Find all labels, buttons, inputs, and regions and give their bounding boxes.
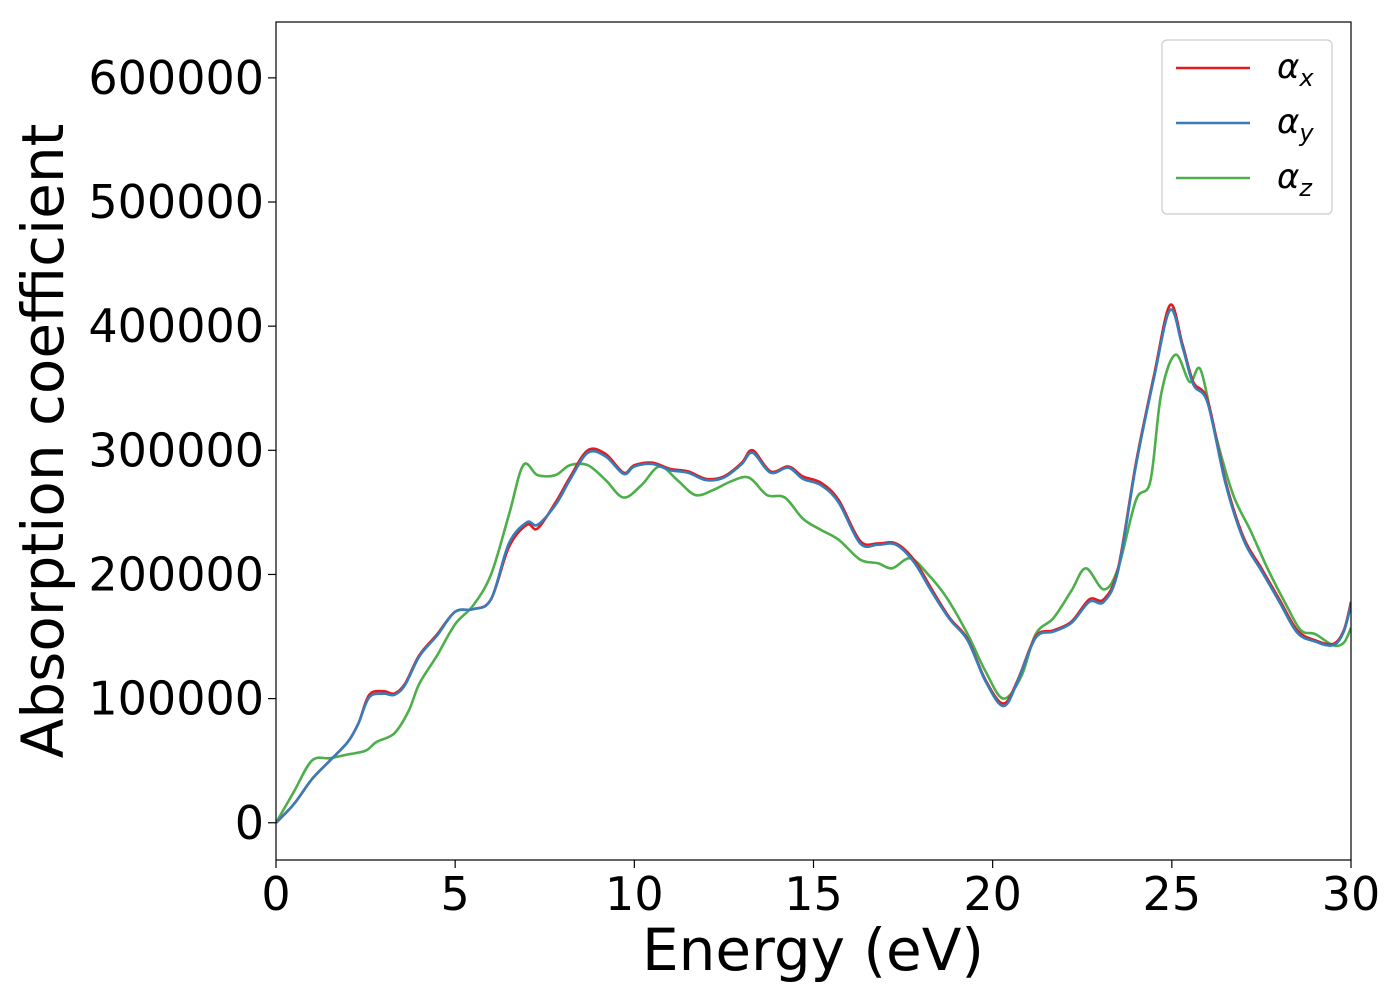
- legend-label-x: αx: [1277, 47, 1314, 92]
- y-tick-label: 300000: [88, 423, 264, 477]
- x-tick-label: 25: [1143, 867, 1202, 921]
- y-tick-label: 0: [235, 796, 264, 850]
- x-tick-label: 30: [1322, 867, 1381, 921]
- legend-label-y: αy: [1277, 102, 1314, 147]
- legend-box: [1161, 39, 1333, 215]
- x-axis: 0 5 10 15 20 25 30: [261, 860, 1380, 921]
- legend: αx αy αz: [1161, 39, 1333, 215]
- series-line-z: [276, 353, 1351, 824]
- x-tick-label: 5: [441, 867, 470, 921]
- x-axis-title: Energy (eV): [642, 916, 984, 984]
- y-tick-label: 600000: [88, 51, 264, 105]
- x-tick-label: 15: [784, 867, 843, 921]
- x-tick-label: 0: [261, 867, 290, 921]
- plot-lines: [276, 303, 1351, 824]
- y-tick-label: 100000: [88, 672, 264, 726]
- legend-label-z: αz: [1277, 157, 1313, 202]
- y-tick-label: 200000: [88, 547, 264, 601]
- y-tick-label: 500000: [88, 175, 264, 229]
- y-axis: 0 100000 200000 300000 400000 500000 600000: [88, 51, 276, 850]
- x-tick-label: 10: [605, 867, 664, 921]
- y-tick-label: 400000: [88, 299, 264, 353]
- x-tick-label: 20: [963, 867, 1022, 921]
- y-axis-title: Absorption coefficient: [9, 124, 77, 759]
- series-line-y: [276, 308, 1351, 824]
